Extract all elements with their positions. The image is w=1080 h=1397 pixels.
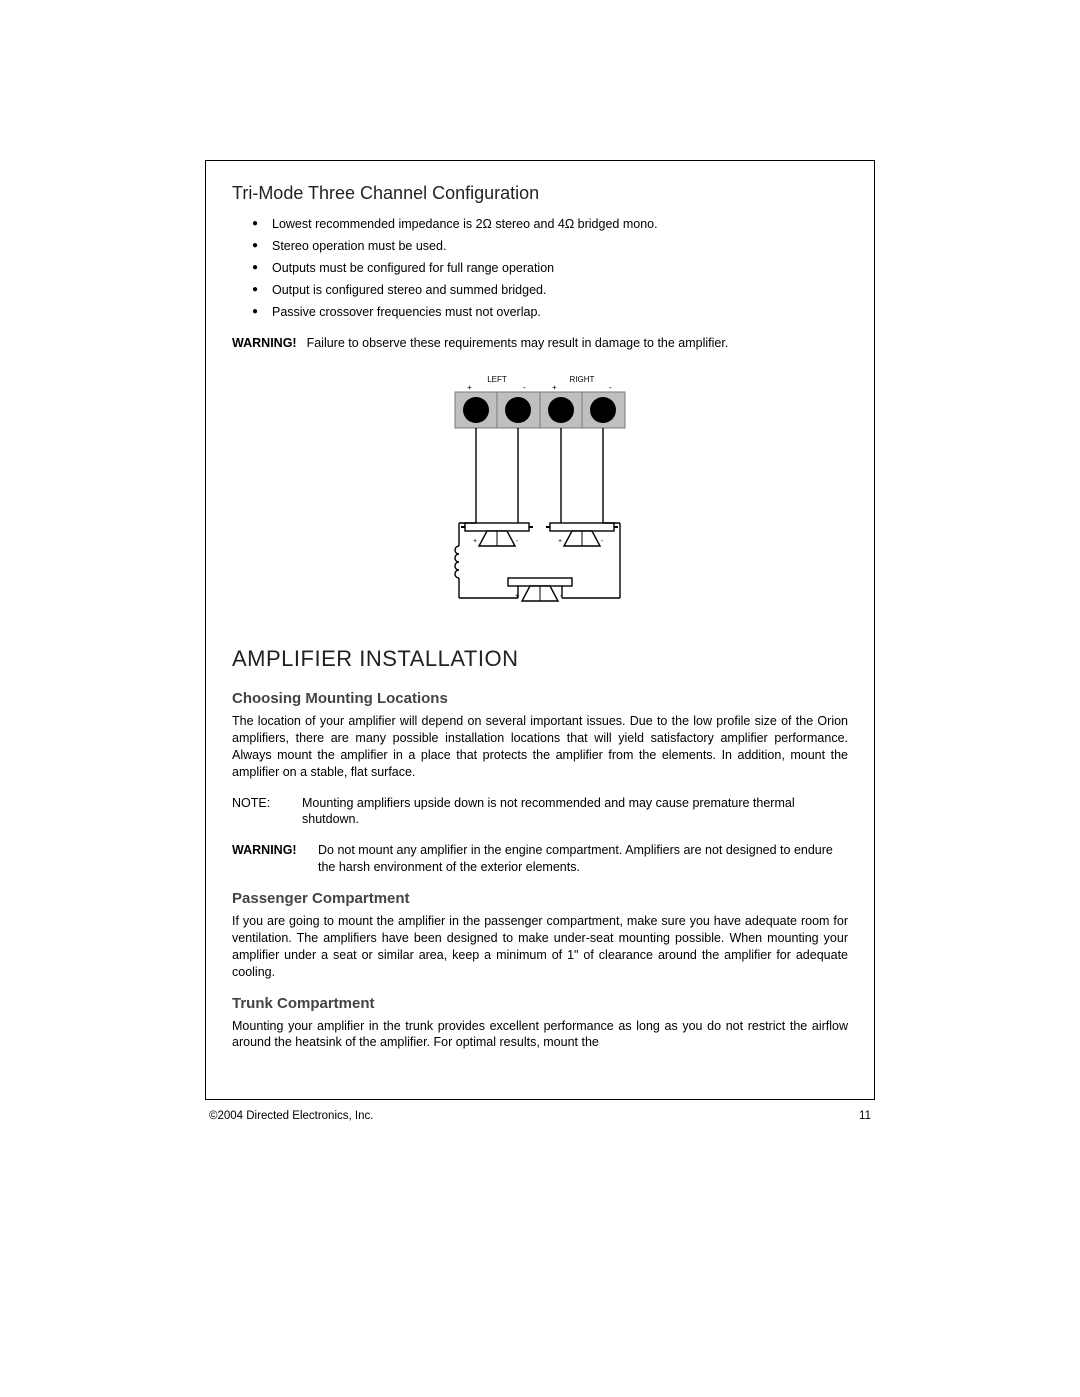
right-label: RIGHT: [570, 375, 595, 384]
warning-text: Do not mount any amplifier in the engine…: [318, 842, 848, 876]
warning-1: WARNING! Failure to observe these requir…: [232, 336, 848, 350]
choosing-paragraph: The location of your amplifier will depe…: [232, 713, 848, 781]
bullet-item: Outputs must be configured for full rang…: [272, 258, 848, 278]
note-text: Mounting amplifiers upside down is not r…: [302, 795, 848, 829]
page-footer: ©2004 Directed Electronics, Inc. 11: [205, 1110, 875, 1122]
section-title: Tri-Mode Three Channel Configuration: [232, 183, 848, 204]
bullet-item: Output is configured stereo and summed b…: [272, 280, 848, 300]
svg-text:+: +: [467, 383, 472, 392]
bullet-item: Lowest recommended impedance is 2Ω stere…: [272, 214, 848, 234]
note-label: NOTE:: [232, 795, 288, 829]
svg-text:+: +: [558, 538, 562, 545]
subhead-trunk: Trunk Compartment: [232, 995, 848, 1012]
tri-mode-diagram-svg: LEFT RIGHT + - + - + -: [415, 368, 665, 618]
main-heading: AMPLIFIER INSTALLATION: [232, 646, 848, 672]
footer-copyright: ©2004 Directed Electronics, Inc.: [209, 1110, 373, 1122]
bullet-list: Lowest recommended impedance is 2Ω stere…: [232, 214, 848, 322]
footer-page-number: 11: [859, 1110, 871, 1122]
svg-text:+: +: [515, 593, 519, 600]
trunk-paragraph: Mounting your amplifier in the trunk pro…: [232, 1018, 848, 1052]
warning-text: Failure to observe these requirements ma…: [307, 336, 729, 350]
svg-text:-: -: [601, 538, 604, 545]
left-label: LEFT: [487, 375, 507, 384]
subhead-choosing: Choosing Mounting Locations: [232, 690, 848, 707]
svg-text:-: -: [609, 383, 612, 392]
bullet-item: Passive crossover frequencies must not o…: [272, 302, 848, 322]
page-frame: Tri-Mode Three Channel Configuration Low…: [205, 160, 875, 1100]
passenger-paragraph: If you are going to mount the amplifier …: [232, 913, 848, 981]
note-row: NOTE: Mounting amplifiers upside down is…: [232, 795, 848, 829]
warning-label: WARNING!: [232, 336, 297, 350]
svg-text:+: +: [552, 383, 557, 392]
svg-text:+: +: [473, 538, 477, 545]
warning-label: WARNING!: [232, 842, 304, 876]
bullet-item: Stereo operation must be used.: [272, 236, 848, 256]
subhead-passenger: Passenger Compartment: [232, 890, 848, 907]
wiring-diagram: LEFT RIGHT + - + - + -: [232, 368, 848, 618]
svg-text:-: -: [523, 383, 526, 392]
svg-text:-: -: [516, 538, 519, 545]
warning-2: WARNING! Do not mount any amplifier in t…: [232, 842, 848, 876]
